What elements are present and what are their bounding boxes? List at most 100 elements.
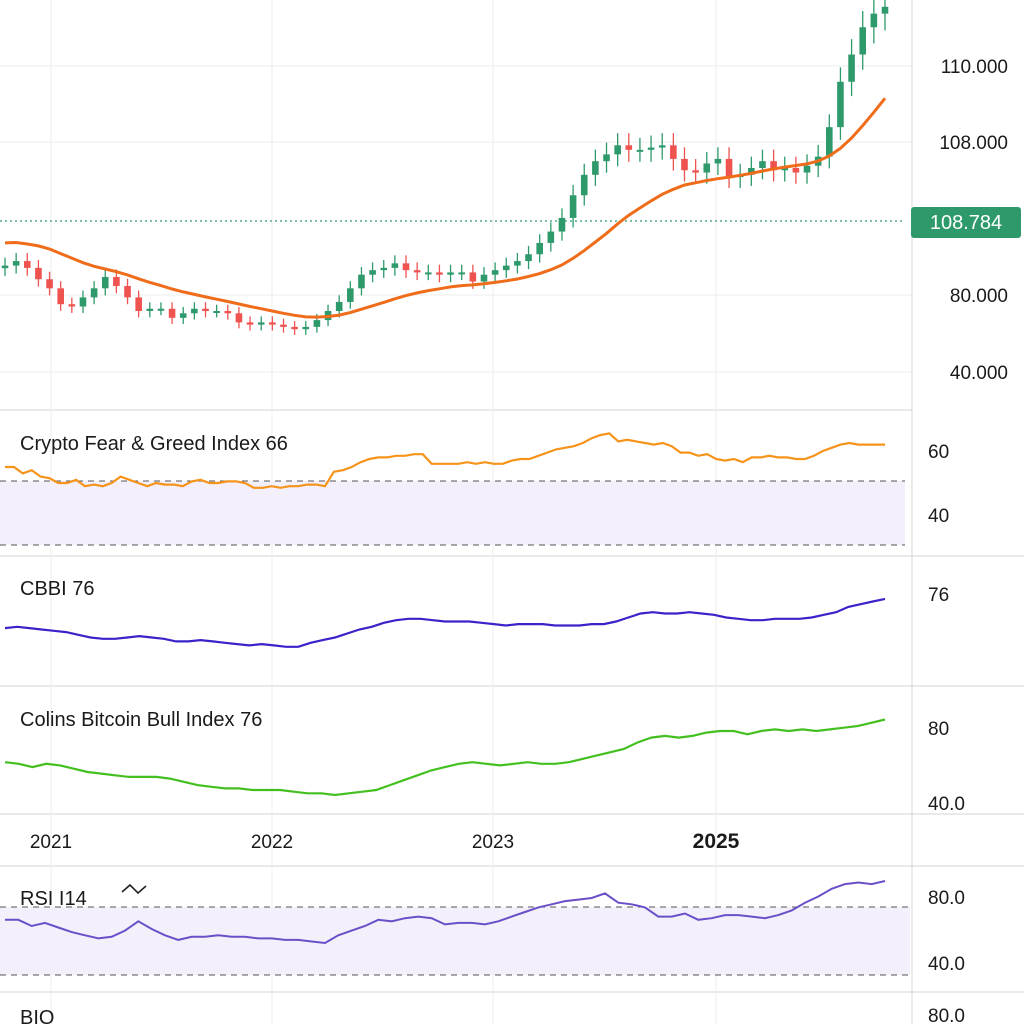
- candle-body: [514, 261, 521, 266]
- candle-body: [447, 272, 454, 275]
- candle-body: [703, 163, 711, 173]
- last-price-label: 108.784: [930, 212, 1002, 234]
- candle-body: [391, 263, 399, 268]
- candle-body: [480, 274, 488, 282]
- time-tick-label: 2025: [693, 830, 740, 853]
- candle-body: [101, 276, 109, 289]
- rsi-tick: 40.0: [928, 954, 965, 975]
- rsi-wave-icon[interactable]: [121, 883, 147, 895]
- candle-body: [302, 326, 310, 330]
- candle-body: [881, 6, 889, 14]
- candle-body: [146, 308, 154, 312]
- fear-greed-line: [5, 432, 885, 489]
- candle-body: [770, 161, 777, 171]
- candle-body: [714, 158, 722, 164]
- candle-body: [235, 313, 243, 323]
- candle-body: [269, 322, 276, 325]
- candle-body: [658, 145, 666, 148]
- candle-body: [592, 161, 599, 175]
- candle-body: [458, 272, 466, 275]
- candle-body: [792, 168, 800, 173]
- candle-body: [580, 174, 588, 196]
- colins-pane: Colins Bitcoin Bull Index 76 80 40.0: [4, 709, 965, 815]
- candle-body: [636, 149, 644, 152]
- candle-body: [46, 279, 53, 289]
- cbbi-pane: CBBI 76 76: [4, 578, 949, 648]
- colins-line: [4, 718, 886, 797]
- cbbi-tick: 76: [928, 585, 949, 606]
- bio-title: BIQ: [20, 1007, 54, 1024]
- candle-body: [79, 297, 87, 307]
- fear-greed-tick: 40: [928, 506, 949, 527]
- price-pane: 110.000 108.000 80.000 40.000 108.784: [0, 0, 1021, 384]
- candle-body: [725, 158, 733, 178]
- candle-body: [837, 81, 844, 128]
- candle-body: [1, 265, 9, 269]
- candle-body: [191, 308, 198, 314]
- candle-body: [291, 326, 298, 330]
- candle-body: [491, 270, 499, 275]
- candle-body: [826, 127, 833, 157]
- candle-body: [614, 145, 621, 155]
- price-tick-label: 108.000: [939, 133, 1008, 154]
- candle-body: [68, 304, 76, 307]
- candle-body: [625, 145, 633, 150]
- candle-body: [157, 308, 165, 311]
- candle-body: [358, 274, 365, 289]
- candle-body: [681, 158, 688, 171]
- last-price-badge: 108.784: [911, 207, 1021, 238]
- candle-body: [402, 263, 410, 271]
- rsi-line: [5, 880, 886, 945]
- candle-body: [525, 254, 532, 262]
- price-axis-ticks: 110.000 108.000 80.000 40.000: [939, 57, 1008, 384]
- time-axis: 2021 2022 2023 2025: [30, 830, 740, 853]
- candle-body: [280, 324, 287, 327]
- price-tick-label: 40.000: [950, 363, 1008, 384]
- price-grid: [0, 65, 912, 373]
- candle-body: [424, 272, 432, 275]
- candle-body: [12, 261, 20, 266]
- candle-body: [603, 154, 610, 162]
- candle-body: [23, 261, 31, 268]
- candle-body: [213, 311, 220, 314]
- price-tick-label: 110.000: [941, 57, 1008, 78]
- fear-greed-band: [0, 481, 905, 545]
- moving-average-line: [4, 97, 887, 319]
- candle-body: [90, 288, 98, 298]
- candle-body: [335, 301, 343, 312]
- candle-body: [436, 272, 443, 275]
- bio-pane: BIQ 80.0: [20, 1006, 965, 1024]
- candle-body: [859, 27, 867, 55]
- candle-body: [168, 308, 176, 318]
- time-tick-label: 2023: [472, 832, 514, 853]
- candle-body: [57, 288, 64, 305]
- candle-body: [803, 165, 811, 173]
- candle-body: [848, 54, 855, 82]
- rsi-tick: 80.0: [928, 888, 965, 909]
- candle-body: [870, 13, 878, 28]
- bio-tick: 80.0: [928, 1006, 965, 1024]
- candle-body: [413, 270, 421, 273]
- candle-body: [35, 267, 42, 280]
- fear-greed-tick: 60: [928, 442, 949, 463]
- fear-greed-pane: Crypto Fear & Greed Index 66 60 40: [0, 432, 949, 546]
- candle-body: [781, 168, 789, 171]
- rsi-title: RSI I14: [20, 888, 87, 910]
- candle-body: [246, 322, 254, 325]
- candle-body: [257, 322, 265, 325]
- time-tick-label: 2021: [30, 832, 72, 853]
- candle-body: [369, 270, 376, 275]
- candle-body: [759, 161, 766, 168]
- candle-body: [748, 168, 755, 175]
- candles: [1, 0, 889, 335]
- candle-body: [380, 267, 388, 271]
- rsi-pane: RSI I14 80.0 40.0: [0, 880, 965, 976]
- candle-body: [692, 170, 699, 173]
- candle-body: [569, 195, 577, 218]
- candle-body: [547, 231, 555, 243]
- cbbi-title: CBBI 76: [20, 578, 94, 600]
- colins-tick: 80: [928, 719, 949, 740]
- candle-body: [179, 313, 187, 318]
- colins-tick: 40.0: [928, 794, 965, 815]
